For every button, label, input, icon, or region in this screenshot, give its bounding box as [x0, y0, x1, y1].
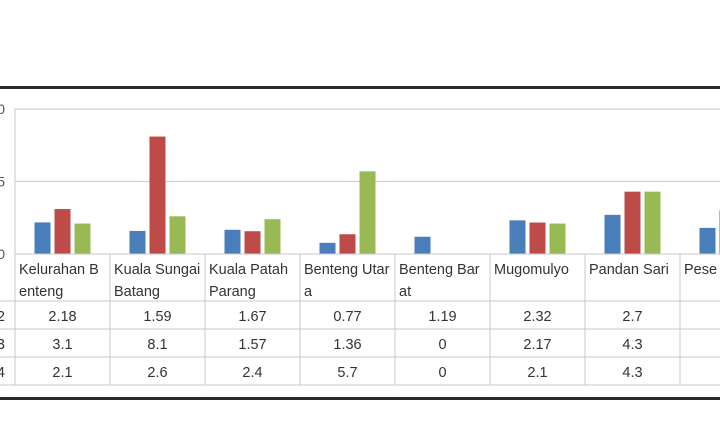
y-tick-label: 0: [0, 246, 5, 262]
table-cell-value: 2.1: [527, 365, 547, 381]
category-label: Batang: [114, 284, 160, 300]
table-cell-value: 2.17: [523, 337, 551, 353]
bar-series-2: [529, 222, 546, 254]
table-cell-value: 4.3: [622, 365, 642, 381]
table-cell-value: 0.77: [333, 309, 361, 325]
bar-series-3: [169, 216, 186, 254]
category-label: Kelurahan B: [19, 262, 99, 278]
table-cell-value: 2.7: [622, 309, 642, 325]
category-label: Pese: [684, 262, 717, 278]
bar-series-1: [509, 220, 526, 254]
table-row-key: 3: [0, 337, 5, 353]
category-label: Parang: [209, 284, 256, 300]
table-row-key: 4: [0, 365, 5, 381]
category-label: Benteng Bar: [399, 262, 480, 278]
category-label: Benteng Utar: [304, 262, 390, 278]
bar-series-1: [34, 222, 51, 254]
category-label: enteng: [19, 284, 63, 300]
category-label: Mugomulyo: [494, 262, 569, 278]
y-tick-label: 5: [0, 174, 5, 190]
table-cell-value: 0: [438, 365, 446, 381]
bar-series-2: [624, 191, 641, 254]
table-cell-value: 4.3: [622, 337, 642, 353]
bar-series-3: [644, 191, 661, 254]
category-label: a: [304, 284, 313, 300]
table-cell-value: 2.1: [52, 365, 72, 381]
table-cell-value: 2.4: [242, 365, 262, 381]
category-label: at: [399, 284, 411, 300]
table-cell-value: 0: [438, 337, 446, 353]
table-cell-value: 5.7: [337, 365, 357, 381]
table-cell-value: 8.1: [147, 337, 167, 353]
bar-chart: 0 5 10 Kelurahan B enteng Kuala Sungai Batang K…: [0, 101, 720, 386]
table-cell-value: 1.19: [428, 309, 456, 325]
table-row-key: 2: [0, 309, 5, 325]
bar-series-2: [339, 234, 356, 254]
category-label: Kuala Patah: [209, 262, 288, 278]
table-cell-value: 1.67: [238, 309, 266, 325]
y-tick-label: 10: [0, 101, 5, 117]
bar-series-1: [414, 236, 431, 254]
bar-series-2: [54, 209, 71, 254]
table-cell-value: 2.18: [48, 309, 76, 325]
table-cell-value: 2.6: [147, 365, 167, 381]
chart-frame: 0 5 10 Kelurahan B enteng Kuala Sungai Batang K…: [0, 86, 720, 400]
table-cell-value: 3.1: [52, 337, 72, 353]
table-cell-value: 1.57: [238, 337, 266, 353]
bar-series-3: [74, 223, 91, 254]
bar-series-2: [149, 136, 166, 254]
bar-series-3: [359, 171, 376, 254]
table-cell-value: 1.59: [143, 309, 171, 325]
bar-series-1: [224, 229, 241, 254]
bar-series-1: [319, 242, 336, 254]
bar-series-1: [604, 214, 621, 254]
bar-series-1: [699, 227, 716, 254]
bar-series-3: [549, 223, 566, 254]
bar-series-2: [244, 231, 261, 254]
table-cell-value: 1.36: [333, 337, 361, 353]
bar-series-1: [129, 230, 146, 254]
category-label: Pandan Sari: [589, 262, 669, 278]
bar-series-3: [264, 219, 281, 254]
table-cell-value: 2.32: [523, 309, 551, 325]
category-label: Kuala Sungai: [114, 262, 200, 278]
